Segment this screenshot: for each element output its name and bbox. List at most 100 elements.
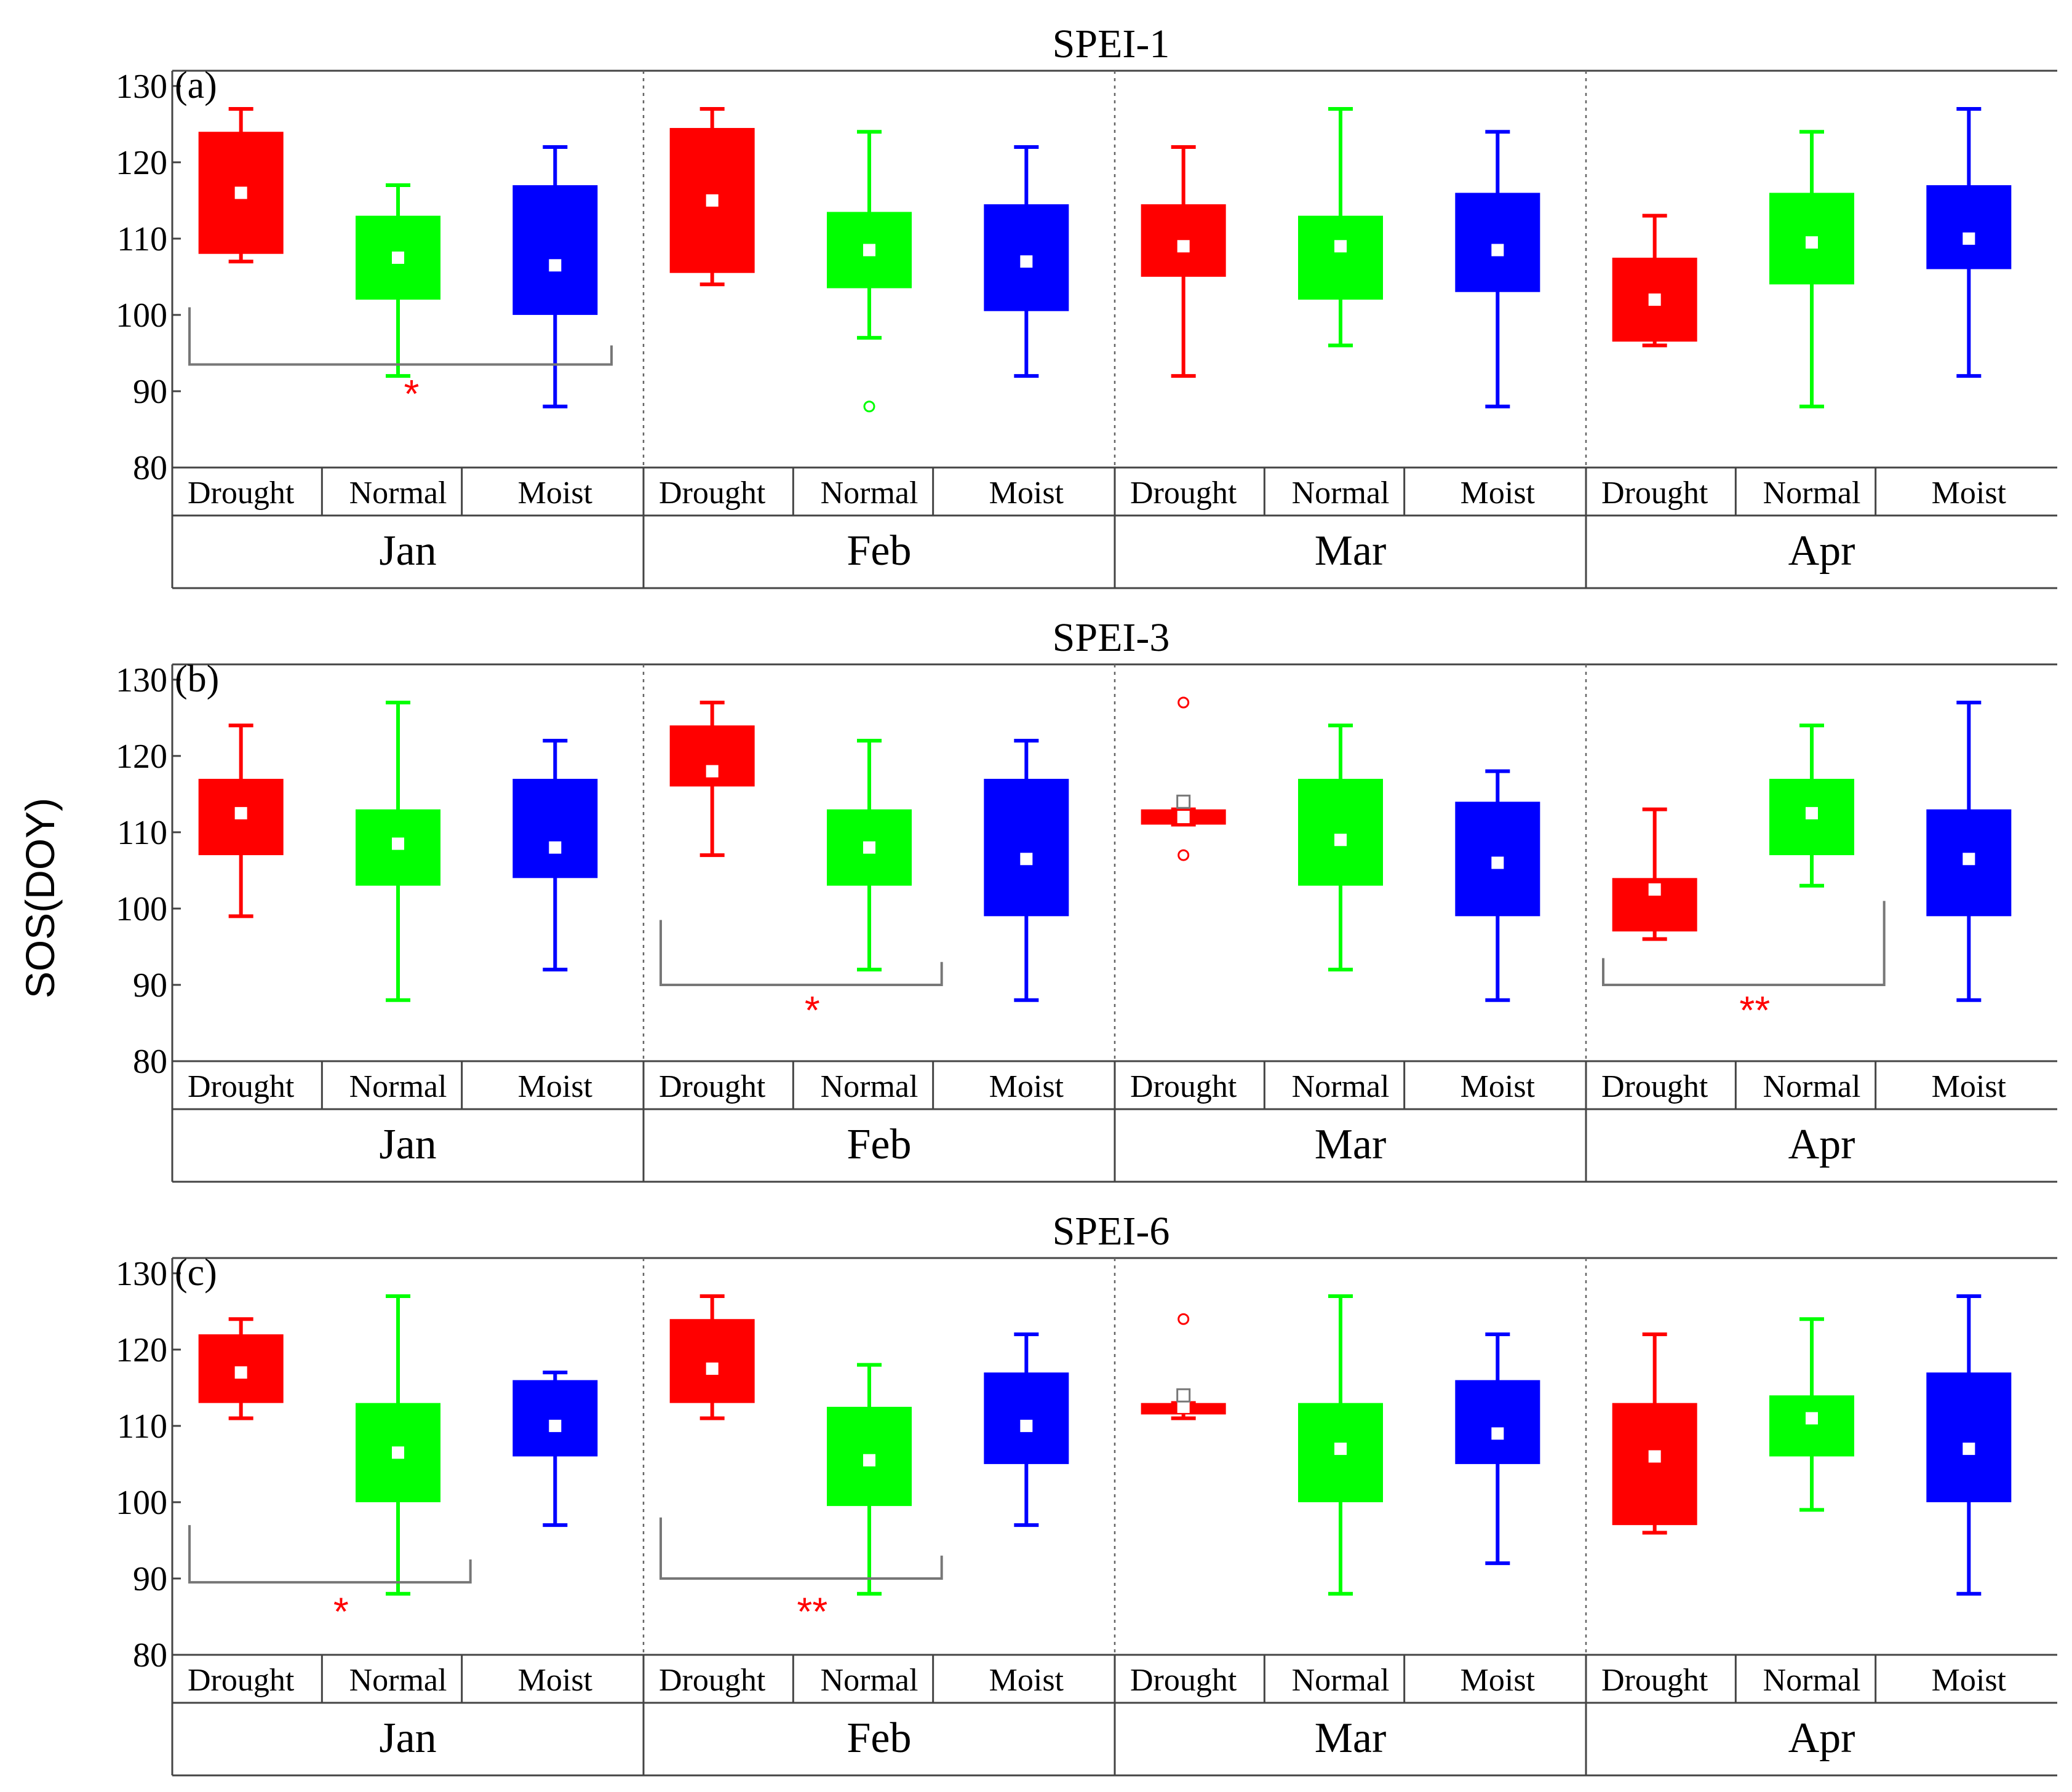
box-normal [827, 1363, 912, 1596]
category-label: Drought [659, 1663, 766, 1698]
median-marker [549, 1419, 562, 1432]
box-normal [356, 183, 440, 378]
y-tick-label: 120 [116, 738, 167, 776]
box-moist [1926, 1294, 2012, 1596]
box-body [1298, 215, 1383, 300]
box-body [1455, 1380, 1540, 1464]
bracket-line [1602, 901, 1886, 986]
significance-label: * [333, 1590, 349, 1634]
category-label: Moist [1932, 1069, 2007, 1104]
significance-label: ** [797, 1590, 827, 1634]
bracket-line [659, 1517, 943, 1580]
box-drought [1612, 807, 1697, 941]
category-label: Normal [349, 1663, 447, 1698]
y-tick-label: 100 [116, 890, 167, 928]
median-marker [1806, 236, 1818, 249]
box-normal [1769, 723, 1854, 888]
median-marker [706, 1362, 719, 1375]
box-drought [1141, 1313, 1226, 1420]
median-marker [392, 251, 404, 264]
mean-marker [1176, 794, 1191, 809]
box-moist [984, 145, 1069, 378]
category-label: Normal [821, 1069, 918, 1104]
significance-bracket: * [188, 307, 613, 416]
box-moist [1926, 107, 2012, 378]
median-marker [234, 1366, 247, 1379]
box-body [984, 779, 1069, 917]
category-label: Normal [349, 476, 447, 511]
category-label: Normal [821, 476, 918, 511]
month-label: Apr [1788, 1121, 1855, 1168]
month-label: Jan [379, 1714, 436, 1762]
median-marker [1491, 856, 1504, 869]
box-body [984, 1372, 1069, 1464]
box-body [1298, 779, 1383, 886]
category-label: Drought [1130, 1069, 1237, 1104]
category-label: Drought [1601, 1069, 1708, 1104]
y-tick-label: 90 [133, 1560, 167, 1598]
outlier-point [1177, 696, 1190, 709]
month-label: Jan [379, 527, 436, 575]
box-normal [1298, 723, 1383, 972]
median-marker [1648, 883, 1661, 896]
category-label: Moist [1460, 476, 1536, 511]
box-moist [1455, 1332, 1540, 1566]
box-body [1612, 1403, 1697, 1526]
category-label: Moist [1460, 1663, 1536, 1698]
box-moist [1455, 130, 1540, 408]
category-label: Moist [989, 1663, 1064, 1698]
y-tick-label: 100 [116, 1484, 167, 1522]
month-label: Feb [847, 1714, 912, 1762]
panel-label: (a) [175, 65, 217, 106]
box-drought [1612, 213, 1697, 348]
median-marker [1962, 232, 1975, 245]
month-label: Mar [1315, 527, 1387, 575]
category-label: Drought [188, 1663, 295, 1698]
median-marker [1177, 240, 1190, 253]
median-marker [863, 1454, 875, 1467]
significance-bracket: ** [1602, 901, 1886, 1032]
panel-spei-3: SPEI-3 80 90 100 110 120 130 (b) Jan Drought Norma… [116, 615, 2057, 1183]
significance-bracket: * [659, 920, 943, 1032]
box-drought [1612, 1332, 1697, 1535]
y-tick-label: 130 [116, 661, 167, 699]
median-marker [1177, 811, 1190, 824]
month-label: Apr [1788, 1714, 1855, 1762]
y-tick-label: 80 [133, 1636, 167, 1675]
panel-title: SPEI-3 [1053, 615, 1170, 660]
outlier-point [1177, 849, 1190, 861]
panel-title: SPEI-6 [1053, 1209, 1170, 1254]
significance-label: * [805, 988, 820, 1032]
median-marker [863, 244, 875, 257]
y-axis-label: SOS(DOY) [17, 798, 63, 998]
median-marker [392, 837, 404, 850]
box-drought [669, 1294, 755, 1420]
box-moist [512, 739, 598, 972]
month-label: Feb [847, 527, 912, 575]
box-moist [512, 145, 598, 408]
box-body [1926, 185, 2012, 269]
panel-title: SPEI-1 [1053, 22, 1170, 66]
category-label: Drought [659, 1069, 766, 1104]
median-marker [706, 194, 719, 207]
box-body [512, 1380, 598, 1457]
median-marker [1491, 1427, 1504, 1440]
median-marker [549, 259, 562, 272]
outlier-point [863, 400, 875, 413]
box-normal [1769, 1317, 1854, 1512]
box-drought [669, 107, 755, 287]
category-label: Moist [1932, 476, 2007, 511]
box-normal [1769, 130, 1854, 408]
category-label: Moist [518, 476, 593, 511]
median-marker [1648, 1450, 1661, 1463]
median-marker [1962, 1443, 1975, 1456]
box-normal [1298, 1294, 1383, 1596]
box-moist [984, 739, 1069, 1002]
box-normal [1298, 107, 1383, 348]
box-normal [827, 130, 912, 413]
category-label: Moist [989, 476, 1064, 511]
median-marker [1020, 255, 1033, 268]
category-label: Moist [518, 1663, 593, 1698]
y-tick-label: 80 [133, 449, 167, 487]
